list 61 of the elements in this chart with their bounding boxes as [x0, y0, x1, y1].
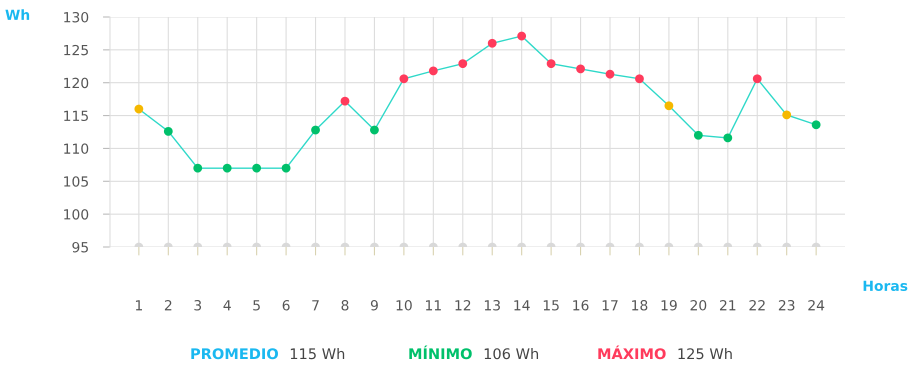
point [812, 120, 821, 130]
x-tick-label: 1 [136, 300, 142, 310]
point [458, 59, 468, 68]
point [399, 74, 408, 84]
x-tick-label: 24 [808, 300, 824, 310]
x-tick-label: 7 [312, 300, 319, 310]
point [517, 32, 526, 40]
x-tick-label: 19 [662, 300, 677, 311]
point [664, 101, 674, 110]
point [694, 130, 703, 140]
y-tick-label: 130 [64, 12, 88, 22]
point [606, 70, 614, 79]
point [193, 164, 202, 173]
x-tick-label: 14 [514, 300, 530, 310]
x-tick-label: 5 [253, 300, 260, 311]
x-tick-label: 9 [370, 300, 378, 311]
text: MÍNIMO 106 Wh [409, 346, 538, 360]
y-tick-label: 120 [64, 78, 88, 88]
x-tick-label: 12 [455, 300, 470, 310]
text: PROMEDIO 115 Wh [191, 348, 344, 360]
point [370, 126, 379, 134]
y-tick-label: 115 [64, 110, 88, 122]
point [635, 74, 644, 84]
x-tick-label: 8 [342, 300, 348, 311]
x-tick-label: 16 [573, 300, 589, 311]
point [723, 134, 732, 142]
x-tick-label: 10 [396, 300, 412, 311]
text: MÁXIMO 125 Wh [598, 346, 732, 360]
x-tick-label: 21 [720, 300, 736, 310]
y-tick-label: 105 [64, 176, 88, 187]
x-tick-label: 15 [544, 300, 559, 311]
point [252, 164, 262, 173]
x-tick-label: 2 [164, 300, 172, 310]
point [134, 104, 144, 114]
point [546, 59, 556, 68]
point [311, 126, 320, 134]
point [164, 126, 173, 136]
y-tick-label: 100 [64, 209, 88, 220]
x-tick-label: 22 [749, 300, 765, 310]
x-tick-label: 18 [632, 300, 648, 311]
point [752, 74, 762, 84]
x-tick-label: 3 [194, 300, 202, 311]
x-axis-title: Horas [864, 280, 908, 292]
y-axis-title: Wh [5, 9, 30, 20]
x-tick-label: 13 [484, 300, 500, 311]
y-tick-label: 110 [64, 143, 88, 154]
point [576, 64, 585, 74]
x-tick-label: 17 [602, 300, 618, 310]
point [488, 38, 497, 48]
point [782, 110, 792, 120]
y-tick-label: 125 [64, 44, 88, 56]
y-tick-label: 95 [72, 242, 88, 252]
x-tick-label: 11 [426, 300, 441, 310]
point [282, 164, 290, 173]
point [222, 164, 232, 173]
x-tick-label: 6 [282, 300, 290, 311]
x-tick-label: 4 [223, 300, 231, 310]
x-tick-label: 23 [778, 300, 794, 311]
point [428, 66, 438, 76]
x-tick-label: 20 [690, 300, 706, 311]
point [340, 96, 350, 106]
